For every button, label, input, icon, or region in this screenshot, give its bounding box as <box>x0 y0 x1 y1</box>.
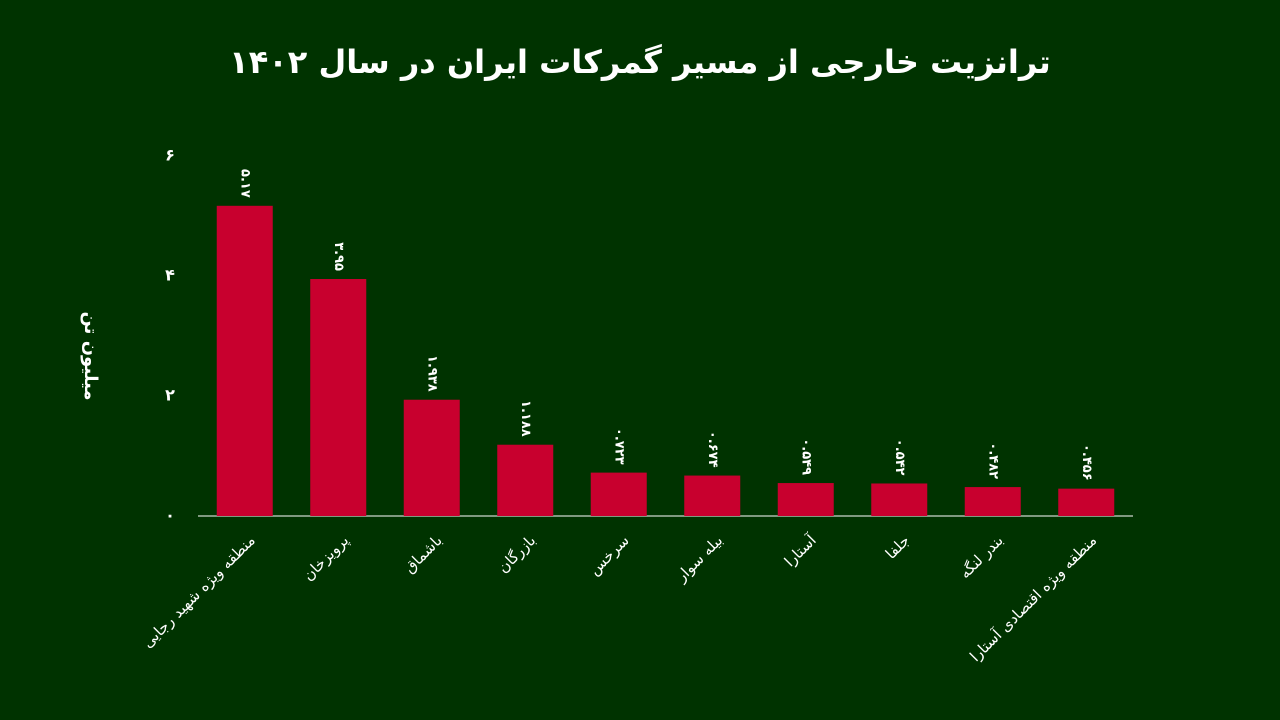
bar <box>497 444 554 516</box>
bar <box>684 475 741 516</box>
bar <box>777 483 834 516</box>
value-label: ۰.۵۴۹ <box>798 438 813 475</box>
bar <box>590 472 647 516</box>
y-axis-label: میلیون تن <box>80 311 101 400</box>
bar <box>871 483 928 516</box>
y-tick-label: ۲ <box>165 386 175 405</box>
value-label: ۰.۶۷۴ <box>705 431 720 468</box>
bar <box>964 487 1021 516</box>
value-label: ۰.۷۲۳ <box>611 428 626 465</box>
value-label: ۱.۱۸۸ <box>518 400 533 437</box>
value-label: ۰.۵۴۲ <box>892 439 907 476</box>
value-label: ۱.۹۳۸ <box>424 355 439 392</box>
bar <box>216 205 273 517</box>
bar <box>403 399 460 516</box>
value-label: ۰.۴۵۶ <box>1079 444 1094 481</box>
value-label: ۵.۱۷ <box>237 169 252 198</box>
value-label: ۳.۹۵ <box>331 242 346 271</box>
value-label: ۰.۴۸۲ <box>985 442 1000 479</box>
bar <box>310 279 367 516</box>
y-tick-label: ۰ <box>165 506 175 525</box>
chart-title: ترانزیت خارجی از مسیر گمرکات ایران در سا… <box>229 43 1051 81</box>
y-tick-label: ۴ <box>165 266 175 285</box>
y-tick-label: ۶ <box>165 146 175 165</box>
bar <box>1058 488 1115 516</box>
